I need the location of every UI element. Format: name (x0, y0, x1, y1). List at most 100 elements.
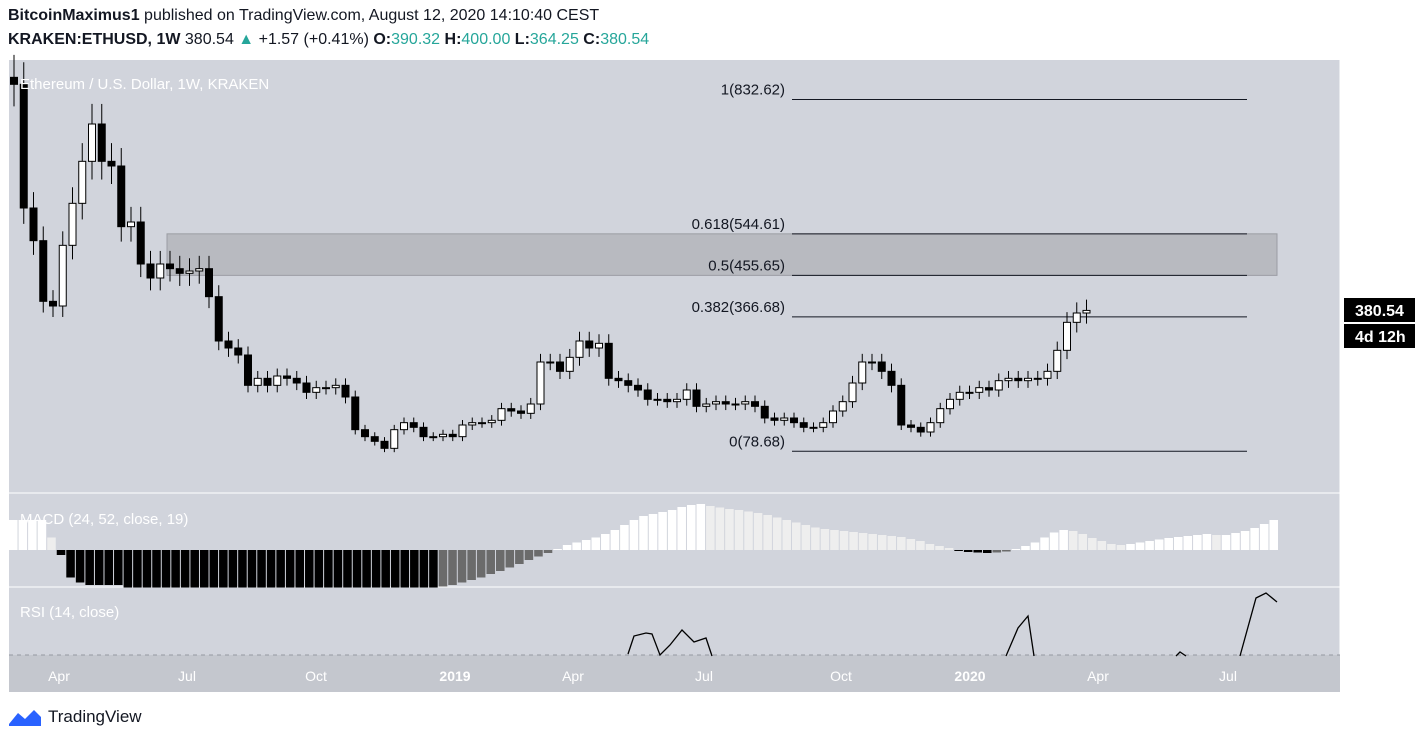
candle-down (117, 165, 126, 228)
fib-level-label: 0(78.68) (729, 433, 785, 450)
candle-up (1024, 377, 1032, 382)
y-tick-label: 900.00 (1356, 60, 1399, 76)
candle-down (39, 240, 48, 302)
macd-histogram-bar (28, 520, 37, 550)
candle-up (712, 401, 720, 405)
macd-histogram-bar (47, 537, 56, 550)
macd-histogram-bar (706, 506, 715, 550)
macd-histogram-bar (66, 550, 75, 578)
macd-histogram-bar (381, 550, 390, 588)
x-tick-label: 2020 (954, 668, 985, 684)
up-arrow-icon: ▲ (238, 31, 255, 48)
macd-histogram-bar (973, 550, 982, 553)
candle-down (175, 268, 184, 274)
candle-down (214, 296, 223, 342)
symbol-line: KRAKEN:ETHUSD, 1W 380.54 ▲ +1.57 (+0.41%… (8, 31, 649, 49)
candle-down (585, 340, 594, 349)
y-tick-label: 600.00 (1356, 200, 1399, 216)
tradingview-logo[interactable]: TradingView (8, 707, 142, 727)
macd-histogram-bar (266, 550, 276, 588)
candle-up (653, 398, 662, 401)
macd-histogram-bar (333, 550, 343, 588)
candle-up (1004, 377, 1013, 382)
macd-histogram-bar (1068, 531, 1078, 550)
macd-histogram-bar (868, 534, 877, 550)
macd-histogram-bar (887, 536, 897, 550)
candle-down (790, 417, 798, 424)
macd-histogram-bar (658, 512, 667, 550)
macd-histogram-bar (591, 537, 601, 550)
candle-up (468, 422, 477, 426)
candle-up (1072, 312, 1081, 323)
candle-up (946, 398, 954, 410)
candle-up (273, 375, 282, 386)
macd-histogram-bar (199, 550, 209, 588)
macd-histogram-bar (801, 525, 811, 550)
y-tick-label: 200.00 (1356, 387, 1399, 403)
macd-histogram-bar (1259, 524, 1269, 550)
candle-up (936, 408, 945, 424)
candle-down (263, 377, 272, 386)
macd-histogram-bar (763, 515, 772, 550)
macd-histogram-bar (553, 549, 562, 550)
candle-up (741, 401, 750, 405)
candle-up (526, 403, 535, 414)
macd-histogram-bar (324, 550, 333, 588)
candle-up (838, 401, 847, 412)
candle-up (439, 433, 447, 438)
macd-histogram-bar (190, 550, 199, 588)
macd-histogram-bar (209, 550, 219, 588)
rsi-line (1239, 592, 1278, 657)
macd-histogram-bar (9, 520, 18, 550)
macd-histogram-bar (123, 550, 133, 588)
macd-histogram-bar (1049, 532, 1059, 550)
fib-level-label: 0.618(544.61) (692, 216, 785, 233)
macd-histogram-bar (954, 550, 963, 551)
macd-histogram-bar (839, 531, 849, 550)
high-label: H: (444, 31, 462, 48)
y-tick-label: 100.00 (1356, 433, 1399, 449)
candle-down (604, 342, 613, 379)
macd-histogram-bar (429, 550, 438, 588)
candle-up (731, 403, 740, 406)
candle-down (721, 401, 730, 405)
macd-histogram-bar (495, 550, 505, 571)
candle-down (107, 160, 116, 167)
macd-histogram-bar (505, 550, 515, 568)
candle-down (10, 76, 18, 85)
candle-down (166, 263, 174, 270)
candle-up (400, 422, 408, 431)
candle-up (1043, 370, 1052, 379)
candle-down (409, 422, 418, 428)
macd-histogram-bar (648, 514, 658, 550)
macd-histogram-bar (419, 550, 429, 588)
macd-histogram-bar (438, 550, 448, 587)
candle-up (68, 202, 77, 246)
tradingview-logo-text: TradingView (48, 707, 142, 726)
candle-down (448, 433, 457, 438)
author-name[interactable]: BitcoinMaximus1 (8, 7, 140, 24)
candle-up (322, 387, 330, 390)
candle-down (692, 389, 701, 407)
macd-histogram-bar (515, 550, 524, 564)
macd-histogram-bar (1097, 541, 1107, 550)
candle-down (97, 123, 106, 162)
candle-down (887, 370, 896, 386)
candle-down (770, 417, 779, 421)
macd-histogram-bar (696, 504, 706, 550)
candle-down (341, 384, 350, 398)
macd-histogram-bar (1212, 535, 1221, 550)
x-tick-label: Oct (830, 668, 852, 684)
candle-up (1053, 349, 1062, 372)
macd-histogram-bar (133, 550, 142, 588)
rsi-title: RSI (14, close) (20, 604, 119, 621)
current-price-label: 380.54 (1355, 303, 1404, 320)
candle-up (994, 380, 1003, 391)
candle-up (497, 408, 506, 421)
countdown-label: 4d 12h (1355, 329, 1406, 346)
tradingview-logo-icon (9, 710, 41, 726)
symbol-label: KRAKEN:ETHUSD, 1W (8, 31, 181, 48)
macd-histogram-bar (811, 527, 820, 550)
macd-histogram-bar (285, 550, 295, 588)
